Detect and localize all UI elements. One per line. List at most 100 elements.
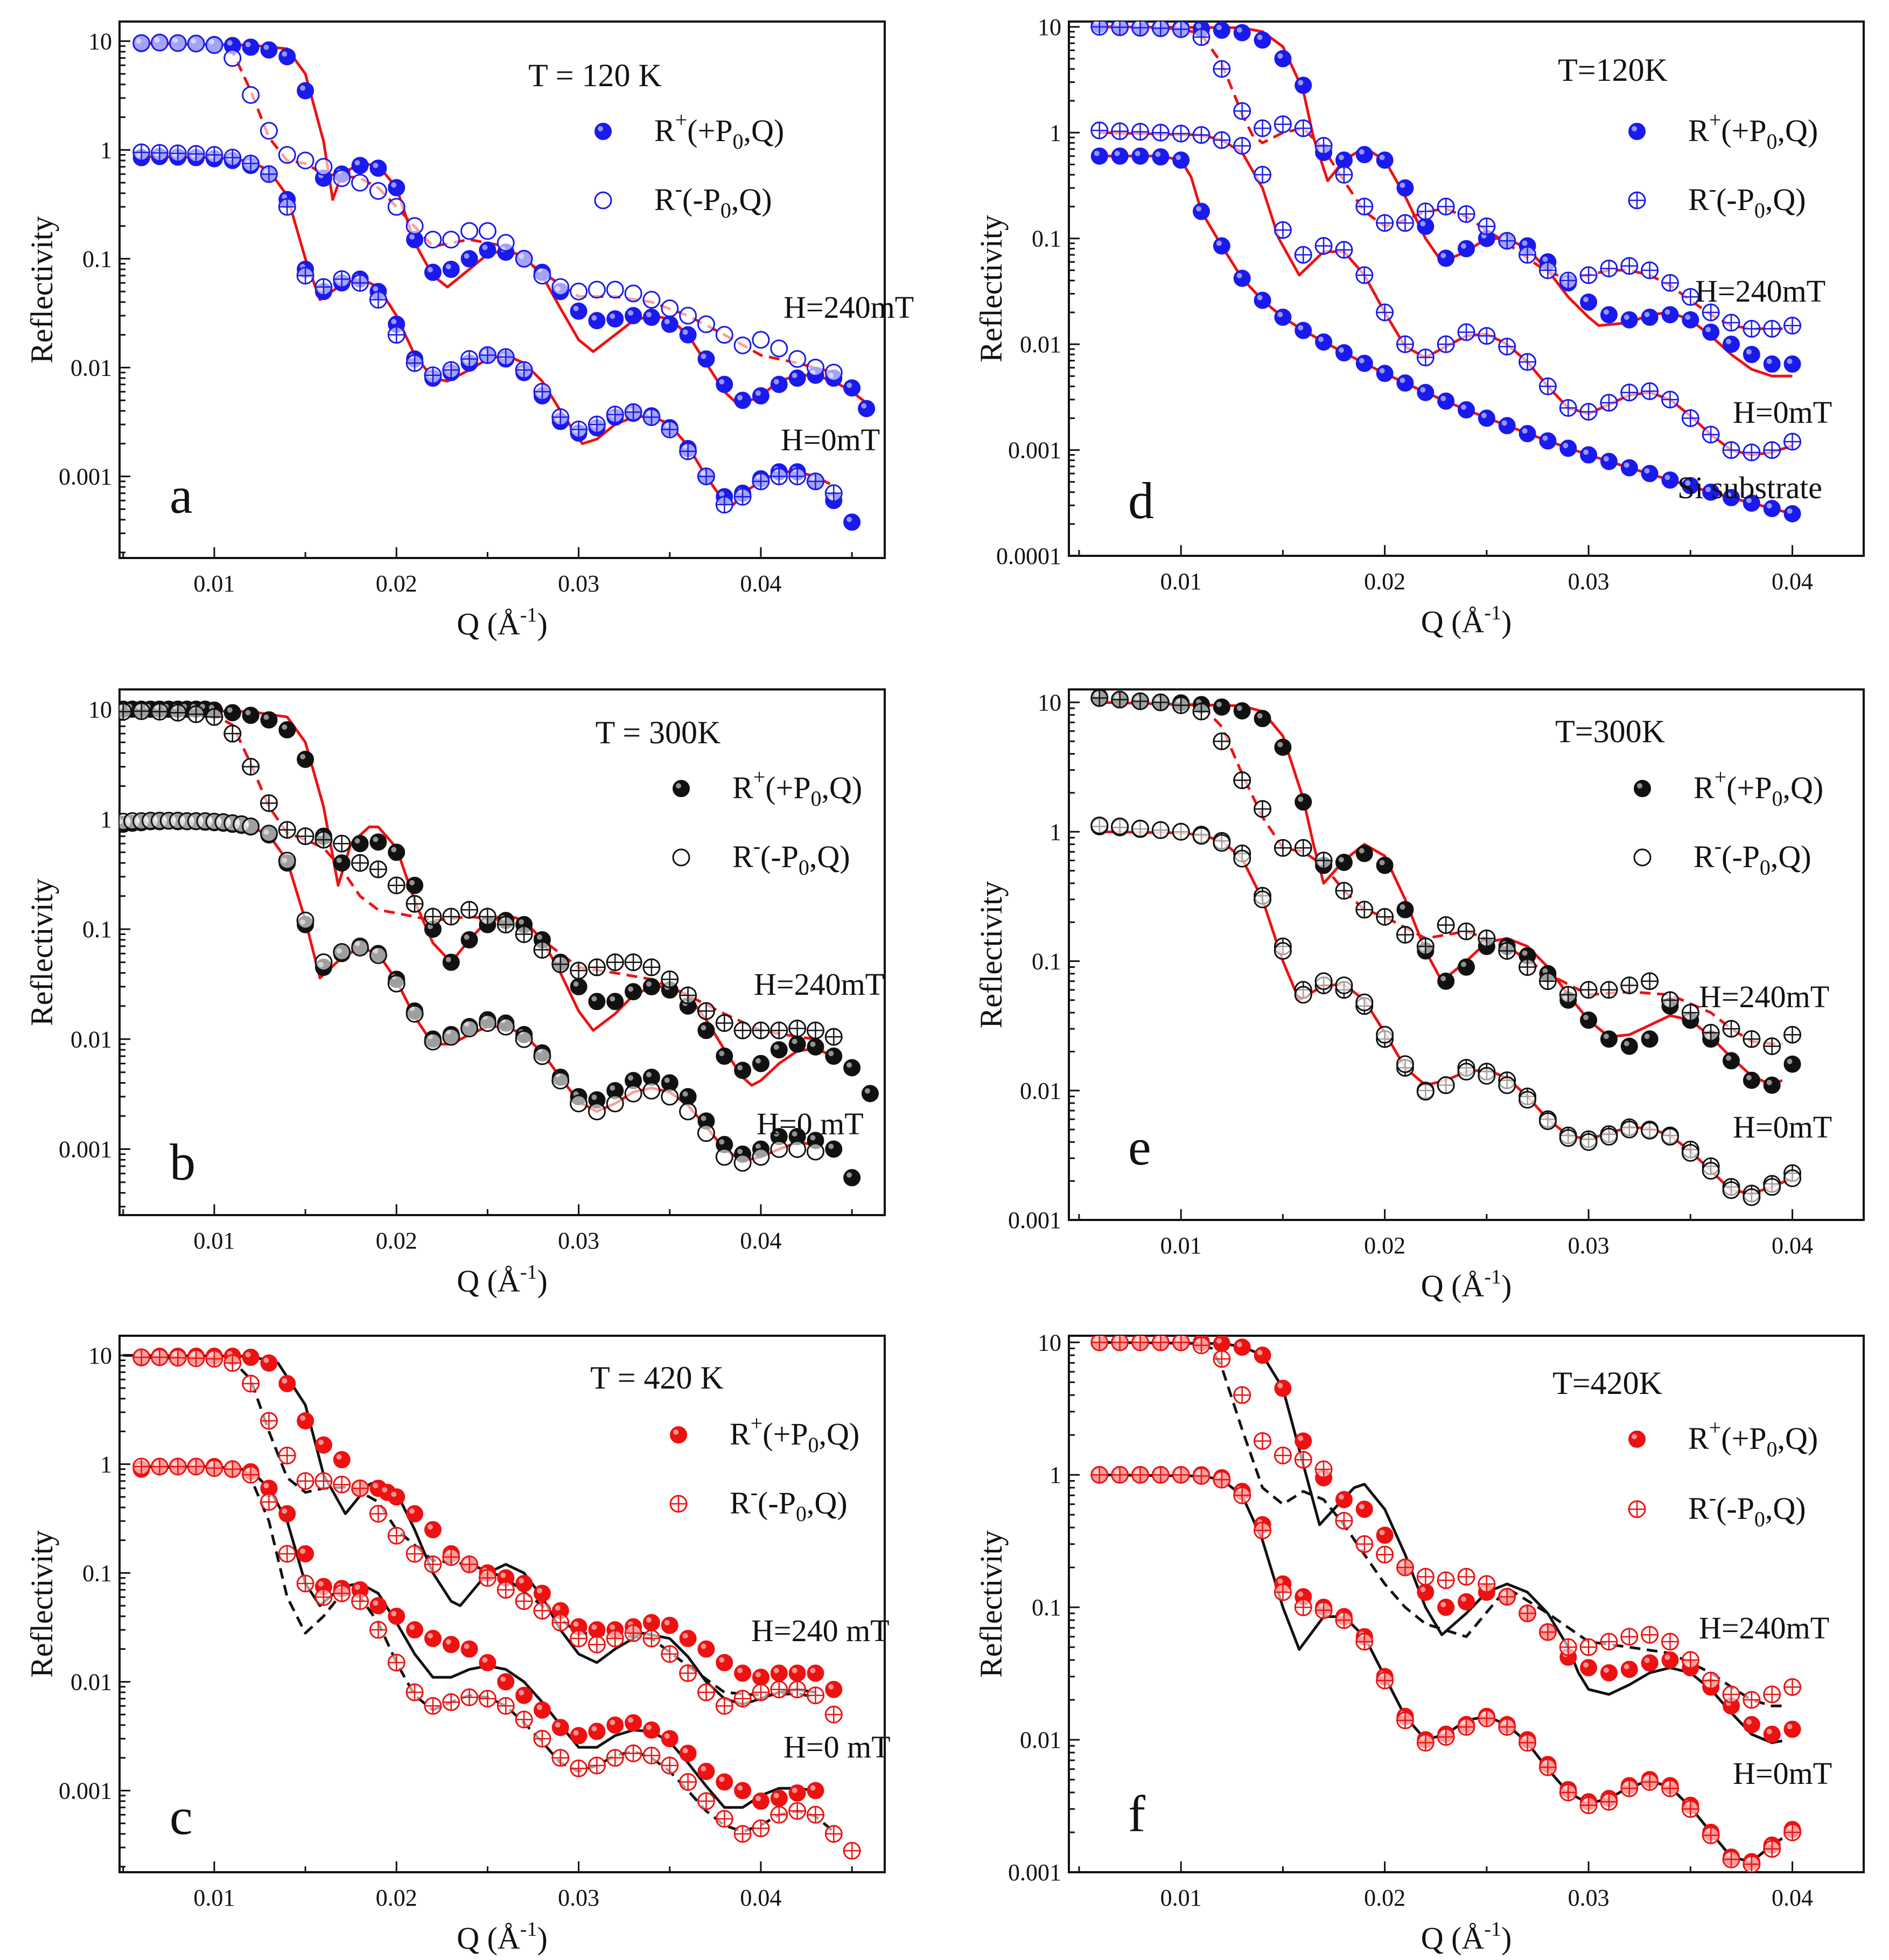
data-point-highlight <box>409 1624 415 1630</box>
data-point <box>1641 465 1659 483</box>
data-point <box>351 173 369 192</box>
legend-marker-r-plus <box>670 1426 687 1443</box>
data-point-highlight <box>1766 1728 1772 1734</box>
y-tick-label: 10 <box>1038 689 1061 716</box>
data-point <box>442 953 460 971</box>
data-point <box>515 1686 533 1704</box>
data-point-highlight <box>1685 314 1691 320</box>
data-point-highlight <box>1787 1724 1793 1729</box>
series-1 <box>120 700 879 1103</box>
x-tick-label: 0.03 <box>1568 1232 1610 1259</box>
data-point <box>1295 322 1312 339</box>
data-point <box>1254 31 1271 49</box>
data-point <box>479 1654 496 1671</box>
data-point <box>479 241 496 259</box>
data-point <box>260 1354 278 1372</box>
data-point-highlight <box>263 44 269 50</box>
data-point <box>1783 1720 1801 1738</box>
data-point <box>1743 1716 1760 1734</box>
y-tick-label: 0.001 <box>1008 437 1061 464</box>
data-point <box>606 1094 624 1113</box>
temperature-label: T=420K <box>1552 1365 1662 1401</box>
data-point-highlight <box>664 1077 670 1083</box>
data-point <box>1376 1026 1394 1044</box>
data-point-highlight <box>1155 151 1161 157</box>
data-point <box>806 358 824 376</box>
data-point <box>442 1636 460 1654</box>
fit-line-2 <box>1099 701 1782 1045</box>
data-point-highlight <box>664 319 670 325</box>
data-point <box>278 1505 296 1523</box>
data-point <box>223 49 242 67</box>
data-point-highlight <box>409 1508 415 1514</box>
legend-marker-r-minus <box>594 191 612 210</box>
data-point-highlight <box>792 1668 797 1673</box>
legend-marker-r-plus <box>594 123 612 140</box>
data-point <box>369 182 387 200</box>
data-point <box>496 1017 515 1036</box>
data-point <box>752 1792 769 1810</box>
data-point-highlight <box>1787 358 1793 364</box>
data-point <box>1335 976 1353 994</box>
data-point-highlight <box>1542 435 1548 441</box>
data-point <box>1458 958 1475 976</box>
data-point-highlight <box>373 163 379 169</box>
data-point-highlight <box>1624 314 1629 320</box>
data-point <box>1620 1661 1638 1678</box>
data-point <box>242 817 260 835</box>
legend-r-minus: R-(-P0,Q) <box>1688 177 1806 222</box>
data-point <box>406 1505 424 1523</box>
data-point <box>533 267 551 285</box>
data-point <box>642 1082 661 1100</box>
data-point <box>297 750 314 768</box>
panel-letter: b <box>170 1133 195 1191</box>
series-2 <box>132 33 843 382</box>
data-point <box>1763 1725 1781 1743</box>
data-point <box>442 231 460 249</box>
data-point-highlight <box>861 403 867 409</box>
data-point <box>551 278 570 296</box>
data-point-highlight <box>1379 1530 1385 1536</box>
legend-r-plus: R+(+P0,Q) <box>1688 1415 1818 1461</box>
data-point <box>570 978 587 995</box>
series-4 <box>120 812 824 1172</box>
panel-letter: d <box>1128 472 1154 529</box>
data-point-highlight <box>245 41 251 47</box>
data-point <box>697 1022 715 1040</box>
data-point <box>1274 1379 1292 1397</box>
data-point-highlight <box>354 160 360 166</box>
data-point <box>858 400 876 417</box>
data-point <box>1722 1181 1740 1199</box>
data-point-highlight <box>664 1733 670 1739</box>
data-point <box>1274 308 1292 326</box>
data-point-highlight <box>1461 404 1466 410</box>
data-point <box>388 843 405 861</box>
data-point <box>1437 972 1455 990</box>
data-point <box>1111 817 1129 835</box>
data-point <box>588 312 606 330</box>
data-point-highlight <box>719 1050 725 1056</box>
legend-marker-r-plus-highlight <box>1637 783 1642 789</box>
y-tick-label: 0.1 <box>82 916 112 943</box>
data-point <box>1661 471 1679 489</box>
data-point <box>1376 1526 1394 1544</box>
data-point <box>1131 819 1149 838</box>
data-point-highlight <box>719 1657 725 1663</box>
y-tick-label: 0.1 <box>82 1560 112 1586</box>
data-point-highlight <box>664 1620 670 1626</box>
field-label-240mt: H=240mT <box>1699 1610 1829 1645</box>
data-point <box>1314 972 1333 991</box>
field-label-240mt: H=240 mT <box>751 1613 890 1648</box>
fit-line-2 <box>1099 25 1793 330</box>
data-point-highlight <box>318 1439 324 1445</box>
legend-marker-r-plus <box>1634 780 1651 797</box>
data-point <box>624 1084 642 1103</box>
substrate-label: Si substrate <box>1677 470 1822 505</box>
fit-line-1 <box>1099 1341 1783 1745</box>
data-point <box>788 369 806 387</box>
plot-frame <box>118 1335 886 1873</box>
data-point <box>807 1664 824 1682</box>
y-tick-label: 0.1 <box>1032 948 1061 975</box>
data-point <box>150 33 169 52</box>
data-point <box>625 1714 642 1732</box>
